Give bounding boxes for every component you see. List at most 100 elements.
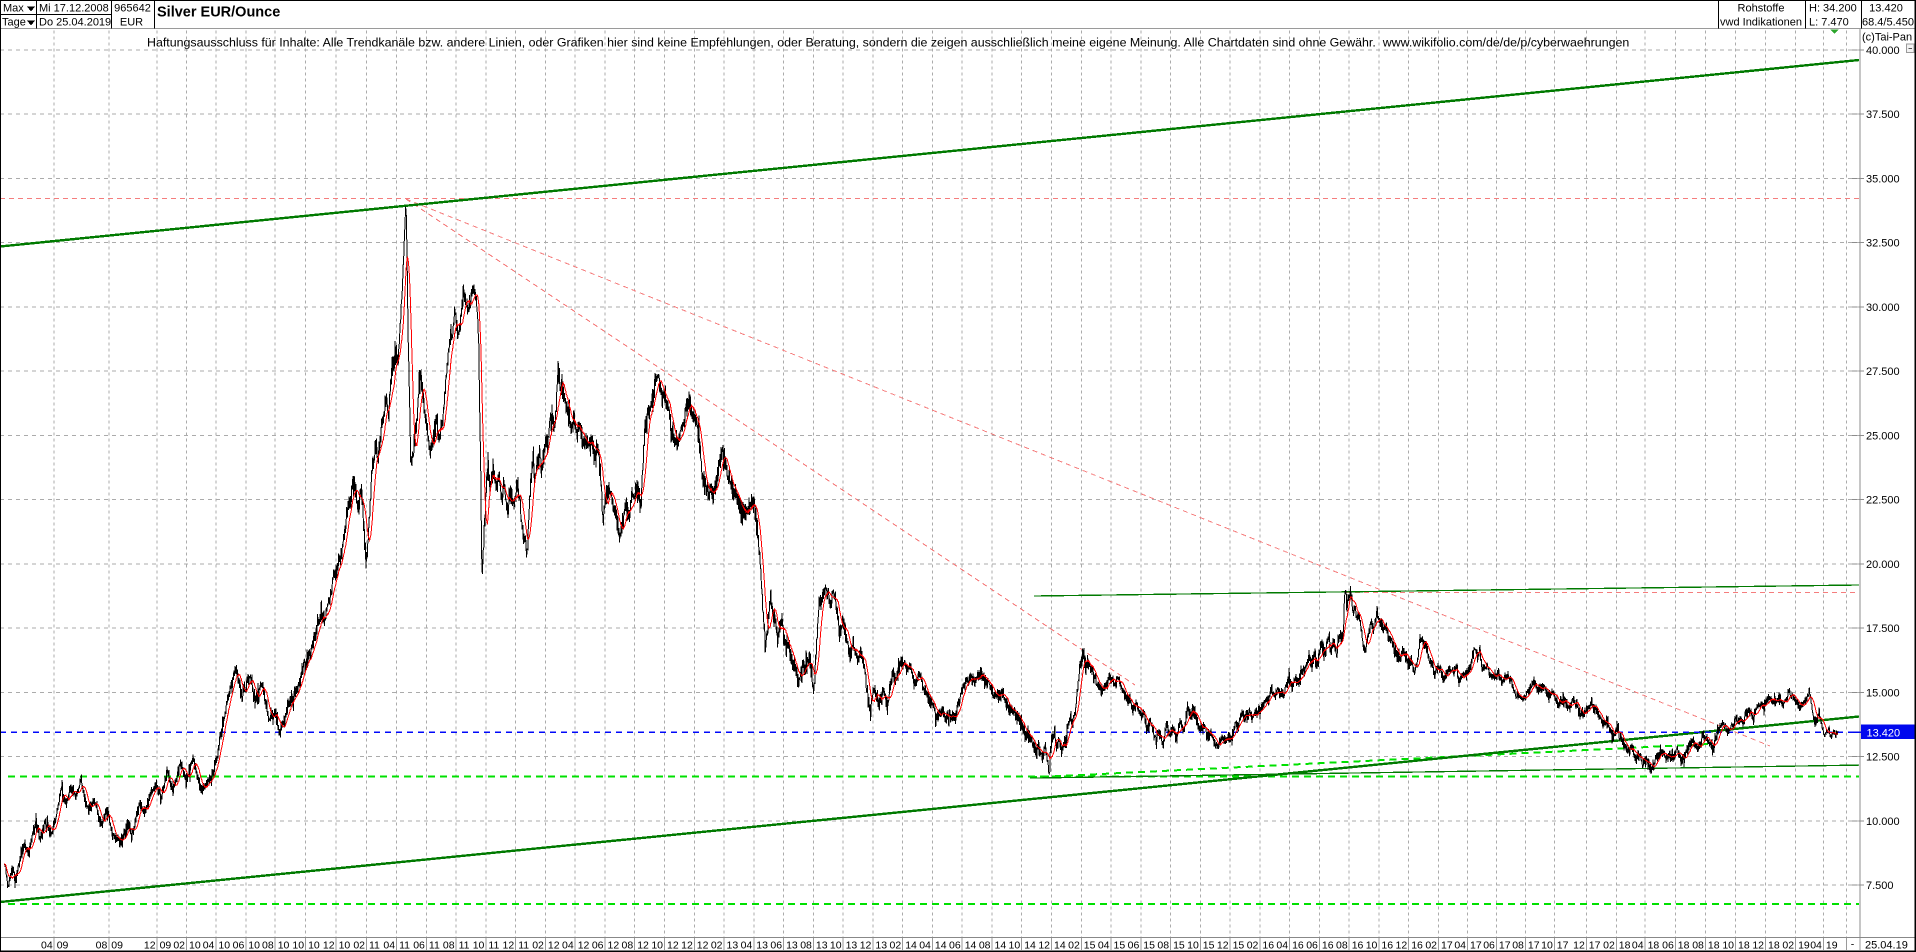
svg-text:02: 02 (711, 939, 723, 951)
svg-text:12: 12 (1573, 939, 1585, 951)
svg-text:13: 13 (875, 939, 887, 951)
svg-text:15: 15 (1203, 939, 1215, 951)
svg-text:16: 16 (1262, 939, 1274, 951)
svg-text:08: 08 (800, 939, 812, 951)
svg-text:12: 12 (860, 939, 872, 951)
svg-text:17.500: 17.500 (1866, 623, 1900, 635)
svg-text:13: 13 (756, 939, 768, 951)
svg-text:12: 12 (144, 939, 156, 951)
svg-text:04: 04 (1276, 939, 1288, 951)
svg-text:08: 08 (443, 939, 455, 951)
svg-text:10.000: 10.000 (1866, 816, 1900, 828)
svg-text:12: 12 (1217, 939, 1229, 951)
svg-text:08: 08 (1157, 939, 1169, 951)
svg-text:08: 08 (979, 939, 991, 951)
svg-text:Tage: Tage (2, 17, 26, 29)
svg-text:Silver EUR/Ounce: Silver EUR/Ounce (157, 5, 280, 21)
svg-text:13: 13 (846, 939, 858, 951)
svg-text:04: 04 (1632, 939, 1644, 951)
svg-text:08: 08 (1336, 939, 1348, 951)
svg-text:10: 10 (278, 939, 290, 951)
svg-text:06: 06 (413, 939, 425, 951)
svg-text:EUR: EUR (120, 17, 143, 29)
svg-text:(c)Tai-Pan: (c)Tai-Pan (1862, 32, 1912, 44)
svg-text:04: 04 (203, 939, 215, 951)
svg-text:18: 18 (1708, 939, 1720, 951)
svg-text:14: 14 (905, 939, 917, 951)
svg-text:10: 10 (1366, 939, 1378, 951)
svg-text:10: 10 (1009, 939, 1021, 951)
svg-text:20.000: 20.000 (1866, 559, 1900, 571)
svg-text:Mi 17.12.2008: Mi 17.12.2008 (39, 3, 109, 15)
svg-text:09: 09 (111, 939, 123, 951)
svg-text:04: 04 (1454, 939, 1466, 951)
svg-text:04: 04 (383, 939, 395, 951)
svg-text:12: 12 (1752, 939, 1764, 951)
svg-text:L: 7.470: L: 7.470 (1809, 17, 1849, 29)
svg-text:18: 18 (1768, 939, 1780, 951)
svg-text:10: 10 (473, 939, 485, 951)
svg-text:17: 17 (1441, 939, 1453, 951)
svg-text:10: 10 (651, 939, 663, 951)
svg-text:25.04.19: 25.04.19 (1865, 939, 1908, 951)
svg-text:02: 02 (1425, 939, 1437, 951)
svg-text:19: 19 (1798, 939, 1810, 951)
svg-text:14: 14 (935, 939, 947, 951)
svg-text:10: 10 (1187, 939, 1199, 951)
svg-text:08: 08 (1512, 939, 1524, 951)
svg-text:18: 18 (1619, 939, 1631, 951)
svg-text:09: 09 (160, 939, 172, 951)
svg-text:16: 16 (1292, 939, 1304, 951)
svg-text:06: 06 (1306, 939, 1318, 951)
svg-text:14: 14 (1024, 939, 1036, 951)
svg-text:11: 11 (459, 939, 470, 951)
svg-text:02: 02 (1068, 939, 1080, 951)
svg-text:02: 02 (173, 939, 185, 951)
svg-text:06: 06 (1128, 939, 1140, 951)
svg-text:02: 02 (1782, 939, 1794, 951)
svg-text:06: 06 (233, 939, 245, 951)
svg-text:19: 19 (1826, 939, 1838, 951)
svg-text:10: 10 (248, 939, 260, 951)
svg-text:37.500: 37.500 (1866, 109, 1900, 121)
svg-text:15.000: 15.000 (1866, 687, 1900, 699)
svg-text:12: 12 (608, 939, 620, 951)
svg-text:40.000: 40.000 (1866, 45, 1900, 57)
svg-text:7.500: 7.500 (1866, 880, 1894, 892)
svg-text:14: 14 (1054, 939, 1066, 951)
svg-text:-: - (1851, 939, 1855, 951)
svg-text:27.500: 27.500 (1866, 366, 1900, 378)
svg-text:12: 12 (1396, 939, 1408, 951)
svg-text:12: 12 (1038, 939, 1050, 951)
svg-text:10: 10 (339, 939, 351, 951)
svg-text:06: 06 (770, 939, 782, 951)
svg-text:11: 11 (488, 939, 499, 951)
svg-text:16: 16 (1322, 939, 1334, 951)
svg-text:12: 12 (323, 939, 335, 951)
svg-text:15: 15 (1114, 939, 1126, 951)
svg-text:08: 08 (622, 939, 634, 951)
svg-text:13: 13 (727, 939, 739, 951)
svg-text:10: 10 (308, 939, 320, 951)
svg-text:Haftungsausschluss für Inhalte: Haftungsausschluss für Inhalte: Alle Tre… (147, 36, 1629, 50)
svg-text:12: 12 (503, 939, 515, 951)
svg-text:30.000: 30.000 (1866, 302, 1900, 314)
svg-text:06: 06 (1662, 939, 1674, 951)
svg-text:04: 04 (919, 939, 931, 951)
svg-text:12.500: 12.500 (1866, 752, 1900, 764)
svg-text:09: 09 (57, 939, 69, 951)
svg-text:02: 02 (1603, 939, 1615, 951)
svg-text:Rohstoffe: Rohstoffe (1738, 3, 1785, 15)
svg-text:15: 15 (1084, 939, 1096, 951)
svg-text:22.500: 22.500 (1866, 495, 1900, 507)
svg-text:17: 17 (1557, 939, 1569, 951)
svg-text:12: 12 (578, 939, 590, 951)
svg-text:14: 14 (995, 939, 1007, 951)
svg-text:08: 08 (1692, 939, 1704, 951)
svg-text:11: 11 (369, 939, 380, 951)
svg-text:02: 02 (532, 939, 544, 951)
svg-text:32.500: 32.500 (1866, 238, 1900, 250)
svg-text:16: 16 (1411, 939, 1423, 951)
svg-text:02: 02 (1247, 939, 1259, 951)
svg-text:06: 06 (949, 939, 961, 951)
